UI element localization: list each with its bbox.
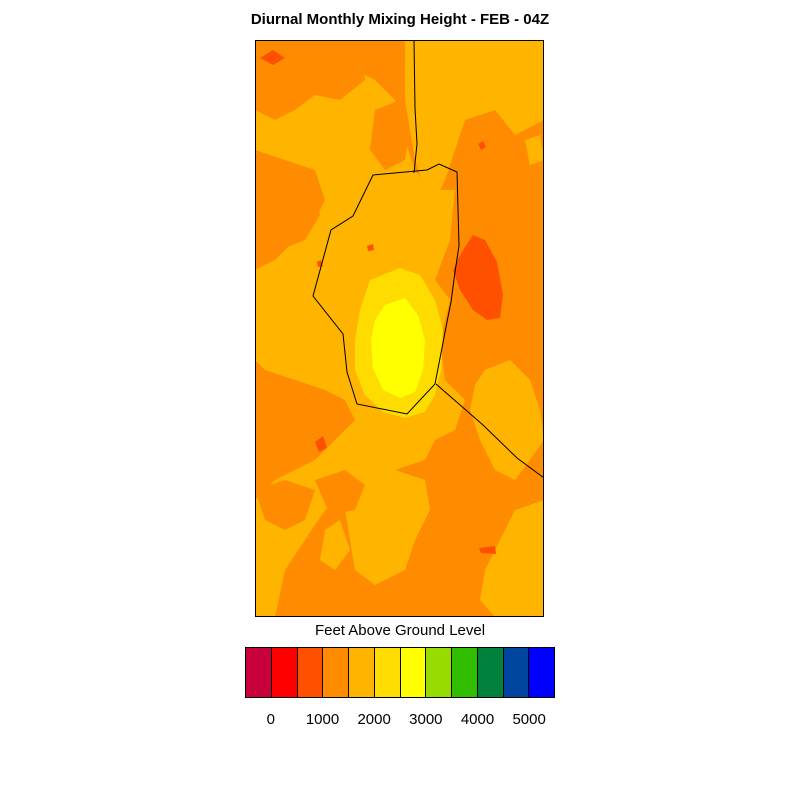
colorbar-swatch bbox=[323, 648, 349, 697]
colorbar-tick-label: 2000 bbox=[357, 711, 391, 728]
map-frame bbox=[255, 40, 544, 617]
contour-band-red-orange bbox=[260, 50, 503, 554]
colorbar-swatch bbox=[477, 648, 504, 697]
mixing-height-map bbox=[255, 40, 544, 617]
colorbar-swatch bbox=[271, 648, 298, 697]
contour-band-base-islands bbox=[255, 40, 470, 530]
colorbar-swatch bbox=[297, 648, 324, 697]
colorbar-swatch bbox=[246, 648, 272, 697]
colorbar-ticks: 0 1000 2000 3000 4000 5000 bbox=[245, 711, 555, 731]
contour-band-yellow bbox=[371, 298, 425, 398]
colorbar bbox=[245, 647, 555, 698]
colorbar-swatch bbox=[452, 648, 478, 697]
colorbar-swatch bbox=[426, 648, 452, 697]
colorbar-swatch bbox=[374, 648, 401, 697]
county-boundary bbox=[312, 163, 460, 415]
colorbar-swatch bbox=[529, 648, 554, 697]
map-title: Diurnal Monthly Mixing Height - FEB - 04… bbox=[250, 11, 550, 28]
colorbar-tick-label: 1000 bbox=[305, 711, 340, 728]
state-boundaries bbox=[312, 40, 544, 479]
colorbar-tick-label: 5000 bbox=[512, 711, 546, 728]
colorbar-swatch bbox=[349, 648, 375, 697]
north-boundary-line bbox=[413, 40, 418, 174]
colorbar-tick-label: 3000 bbox=[409, 711, 443, 728]
southeast-boundary-line bbox=[435, 383, 544, 479]
colorbar-swatch bbox=[400, 648, 427, 697]
colorbar-tick-label: 0 bbox=[266, 711, 275, 728]
colorbar-title: Feet Above Ground Level bbox=[314, 622, 486, 639]
colorbar-tick-label: 4000 bbox=[460, 711, 495, 728]
colorbar-swatch bbox=[503, 648, 530, 697]
